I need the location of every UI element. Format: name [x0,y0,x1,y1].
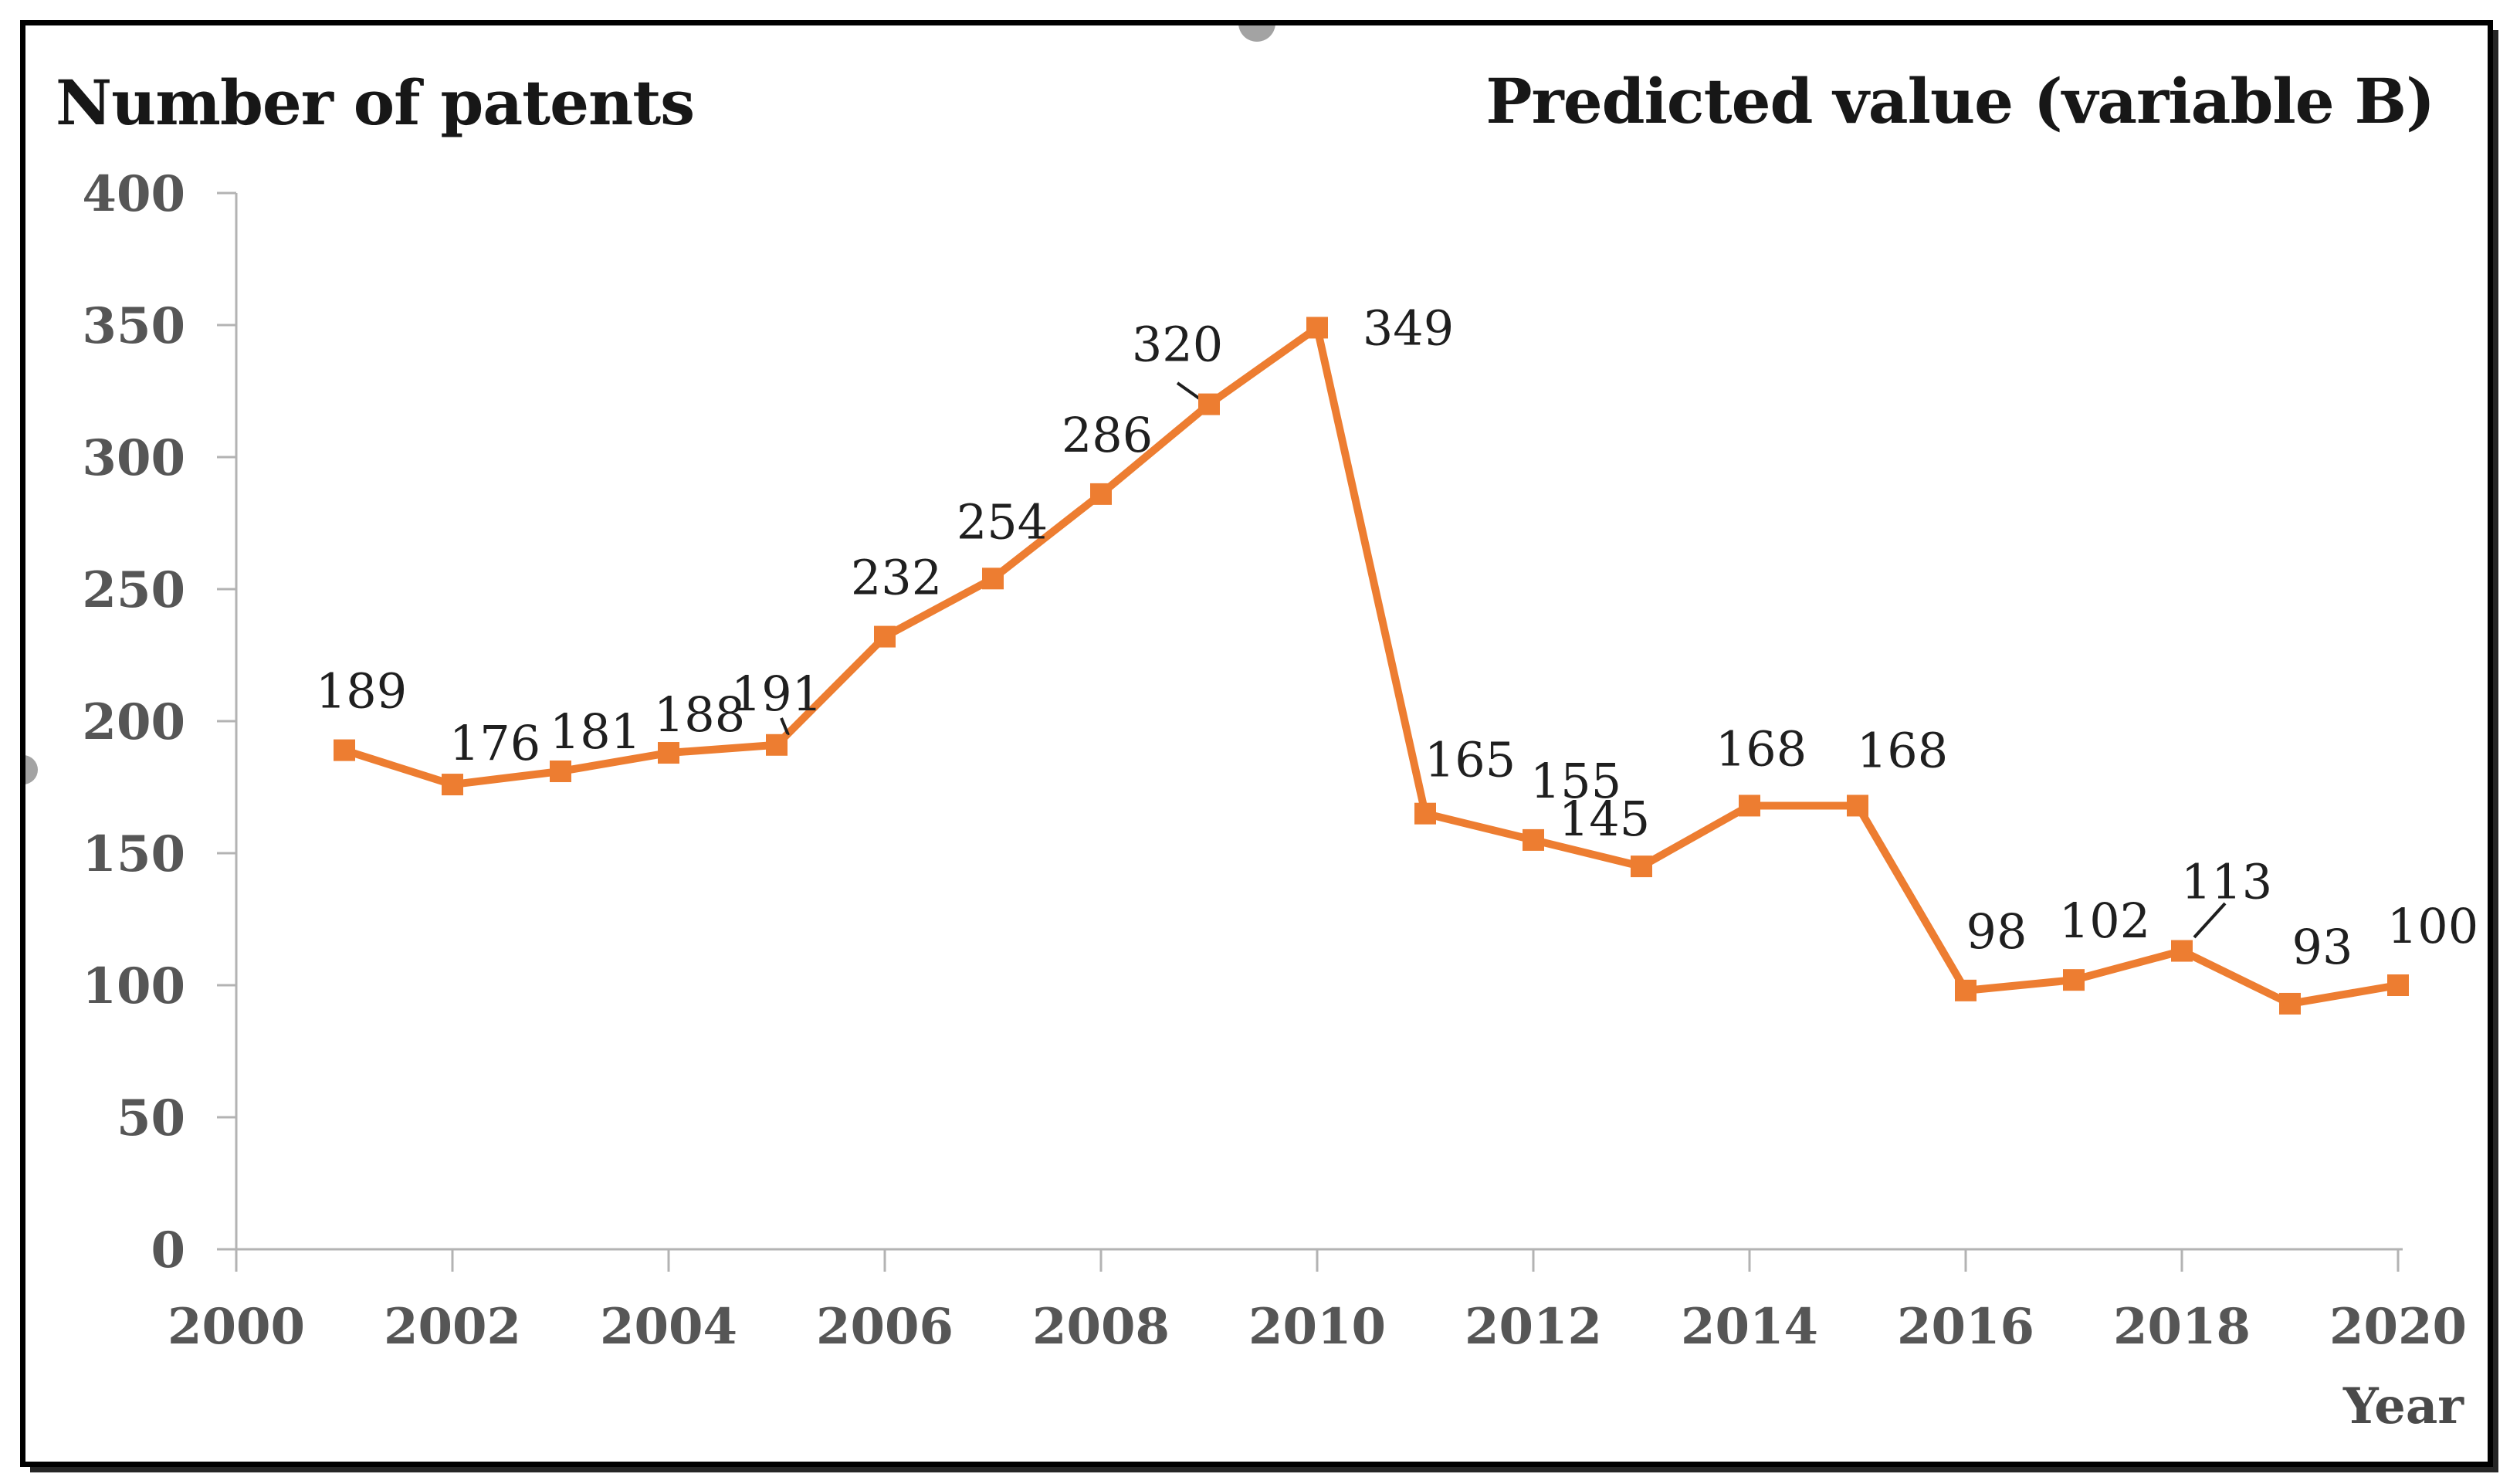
y-axis-tick-label: 0 [151,1221,185,1279]
data-point-marker [2387,974,2409,996]
data-point-marker [442,774,463,796]
data-point-marker [2063,969,2085,991]
data-point-label: 254 [957,493,1048,550]
data-point-label: 349 [1363,300,1454,356]
data-point-marker [982,568,1004,590]
x-axis-tick-label: 2004 [600,1298,737,1356]
x-axis-tick-label: 2000 [168,1298,305,1356]
data-label-leader-line [2193,902,2227,939]
data-point-marker [766,734,788,756]
data-point-label: 188 [654,686,745,743]
data-point-label: 168 [1716,720,1807,777]
chart-title-left: Number of patents [56,66,695,139]
x-axis-tick-label: 2010 [1248,1298,1386,1356]
data-point-label: 155 [1530,753,1621,809]
selection-handle-top-icon[interactable] [1238,5,1275,42]
data-point-label: 189 [316,663,407,720]
data-point-marker [1739,795,1760,817]
x-axis-tick-label: 2014 [1681,1298,1818,1356]
data-point-label: 145 [1559,791,1650,847]
x-axis-tick-label: 2018 [2113,1298,2251,1356]
y-axis-tick-label: 400 [82,165,185,223]
y-axis-tick-label: 250 [82,561,185,619]
data-point-label: 181 [550,703,641,760]
data-point-marker [1847,795,1868,817]
data-point-marker [1198,393,1220,415]
data-point-marker [1631,856,1652,878]
data-point-label: 191 [731,666,822,722]
x-axis-tick-label: 2020 [2329,1298,2467,1356]
data-point-marker [1090,483,1112,505]
x-axis-tick-label: 2008 [1032,1298,1170,1356]
data-point-marker [2279,992,2301,1015]
series-line [343,324,2399,1008]
x-axis-tick-label: 2006 [816,1298,954,1356]
data-point-label: 102 [2059,893,2150,949]
chart-title-right: Predicted value (variable B) [1485,65,2435,137]
y-axis-tick-label: 300 [82,429,185,487]
y-axis-tick-label: 100 [82,957,185,1015]
y-axis-tick-label: 150 [82,825,185,883]
data-point-label: 98 [1966,903,2027,960]
data-point-marker [1523,828,1544,851]
y-axis-tick-label: 50 [117,1089,185,1147]
data-point-label: 168 [1857,722,1948,778]
x-axis-tick-label: 2012 [1465,1298,1602,1356]
selection-handle-left-icon[interactable] [8,755,38,784]
data-point-marker [1414,802,1436,825]
data-point-marker [874,625,896,648]
data-point-marker [1306,317,1328,339]
data-point-label: 113 [2181,854,2272,910]
data-point-label: 165 [1424,732,1516,788]
y-axis-tick-label: 350 [82,297,185,355]
y-axis-tick-label: 200 [82,693,185,751]
data-point-label: 176 [449,715,540,771]
data-point-marker [334,739,355,761]
data-point-marker [1955,979,1976,1001]
data-point-label: 100 [2387,898,2478,954]
data-point-label: 232 [851,550,942,606]
x-axis-tick-label: 2002 [384,1298,521,1356]
x-axis-tick-label: 2016 [1897,1298,2034,1356]
data-label-leader-line [1176,381,1203,401]
data-point-marker [550,760,571,782]
data-label-leader-line [780,717,790,736]
x-axis-title: Year [2342,1377,2464,1435]
data-point-label: 93 [2292,919,2353,975]
data-point-marker [658,742,679,764]
data-point-marker [2171,940,2193,962]
data-point-label: 286 [1062,407,1153,463]
data-point-label: 320 [1132,317,1223,373]
